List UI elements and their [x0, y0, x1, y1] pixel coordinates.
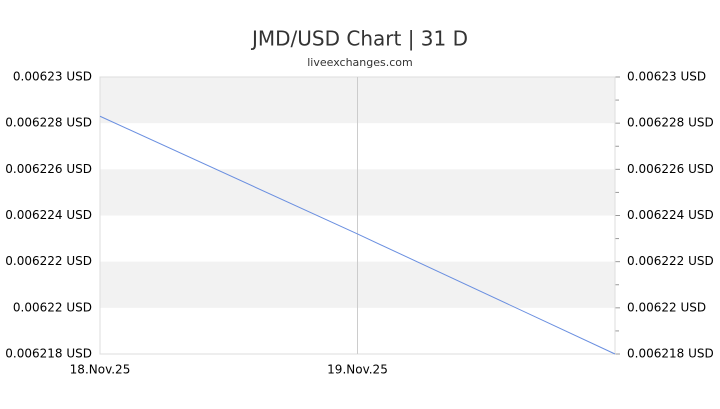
chart-subtitle: liveexchanges.com: [307, 56, 412, 69]
y2-tick-label: 0.00623 USD: [627, 70, 706, 84]
y2-tick-label: 0.00622 USD: [627, 300, 706, 314]
data-line: [99, 115, 616, 355]
y2-tick-label: 0.006222 USD: [627, 254, 714, 268]
x-tick-label: 18.Nov.25: [70, 363, 131, 377]
chart-title: JMD/USD Chart | 31 D: [250, 27, 468, 51]
x-tick-label: 19.Nov.25: [327, 363, 388, 377]
y2-tick-label: 0.006228 USD: [627, 116, 714, 130]
y-tick-label: 0.006226 USD: [5, 162, 92, 176]
y-tick-label: 0.006228 USD: [5, 116, 92, 130]
y-tick-label: 0.00623 USD: [13, 70, 92, 84]
y-tick-label: 0.006222 USD: [5, 254, 92, 268]
y-tick-label: 0.006218 USD: [5, 347, 92, 361]
y-tick-label: 0.006224 USD: [5, 208, 92, 222]
y2-tick-label: 0.006218 USD: [627, 347, 714, 361]
y2-tick-label: 0.006226 USD: [627, 162, 714, 176]
y2-tick-label: 0.006224 USD: [627, 208, 714, 222]
y-tick-label: 0.00622 USD: [13, 300, 92, 314]
